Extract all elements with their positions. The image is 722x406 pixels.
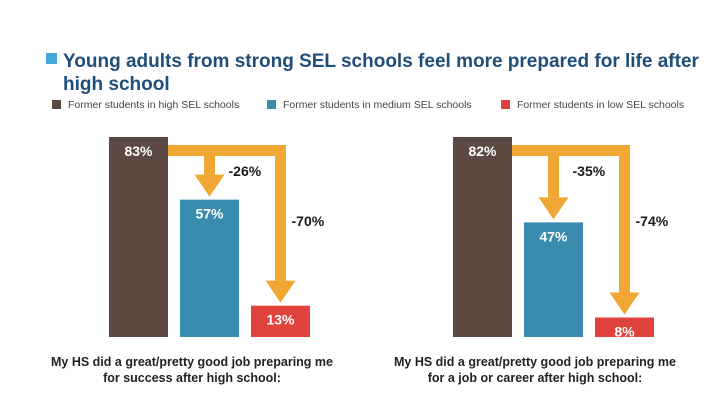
arrow-line-medium-0 <box>204 145 215 175</box>
annotation-low-0: -70% <box>292 213 325 229</box>
value-label-1-1: 47% <box>539 228 568 244</box>
legend-swatch-high <box>52 100 61 109</box>
value-label-1-2: 8% <box>614 323 635 339</box>
value-label-1-0: 82% <box>468 143 497 159</box>
bar-0-0 <box>109 137 168 337</box>
bar-1-2 <box>595 317 654 337</box>
annotation-low-1: -74% <box>636 213 669 229</box>
title-square-icon <box>46 53 57 64</box>
value-label-0-1: 57% <box>195 206 224 222</box>
arrow-line-low-0 <box>275 145 286 281</box>
arrow-head-low-1 <box>609 292 640 315</box>
arrow-line-top-0 <box>168 145 286 156</box>
arrow-head-medium-0 <box>194 174 225 197</box>
legend-swatch-low <box>501 100 510 109</box>
bar-1-0 <box>453 137 512 337</box>
arrow-head-medium-1 <box>538 197 569 220</box>
arrow-line-low-1 <box>619 145 630 293</box>
legend-label-high: Former students in high SEL schools <box>68 99 240 111</box>
annotation-medium-1: -35% <box>573 163 606 179</box>
page-title: Young adults from strong SEL schools fee… <box>63 51 699 95</box>
bar-1-1 <box>524 222 583 337</box>
arrow-head-low-0 <box>265 280 296 303</box>
legend-label-low: Former students in low SEL schools <box>517 99 685 111</box>
value-label-0-2: 13% <box>266 312 295 328</box>
value-label-0-0: 83% <box>124 143 153 159</box>
arrow-line-top-1 <box>512 145 630 156</box>
bar-0-1 <box>180 199 239 337</box>
bar-0-2 <box>251 305 310 337</box>
legend-label-medium: Former students in medium SEL schools <box>283 99 472 111</box>
chart-caption-career: My HS did a great/pretty good job prepar… <box>394 355 676 385</box>
annotation-medium-0: -26% <box>229 163 262 179</box>
legend-swatch-medium <box>267 100 276 109</box>
arrow-line-medium-1 <box>548 145 559 198</box>
chart-caption-success: My HS did a great/pretty good job prepar… <box>51 355 333 385</box>
